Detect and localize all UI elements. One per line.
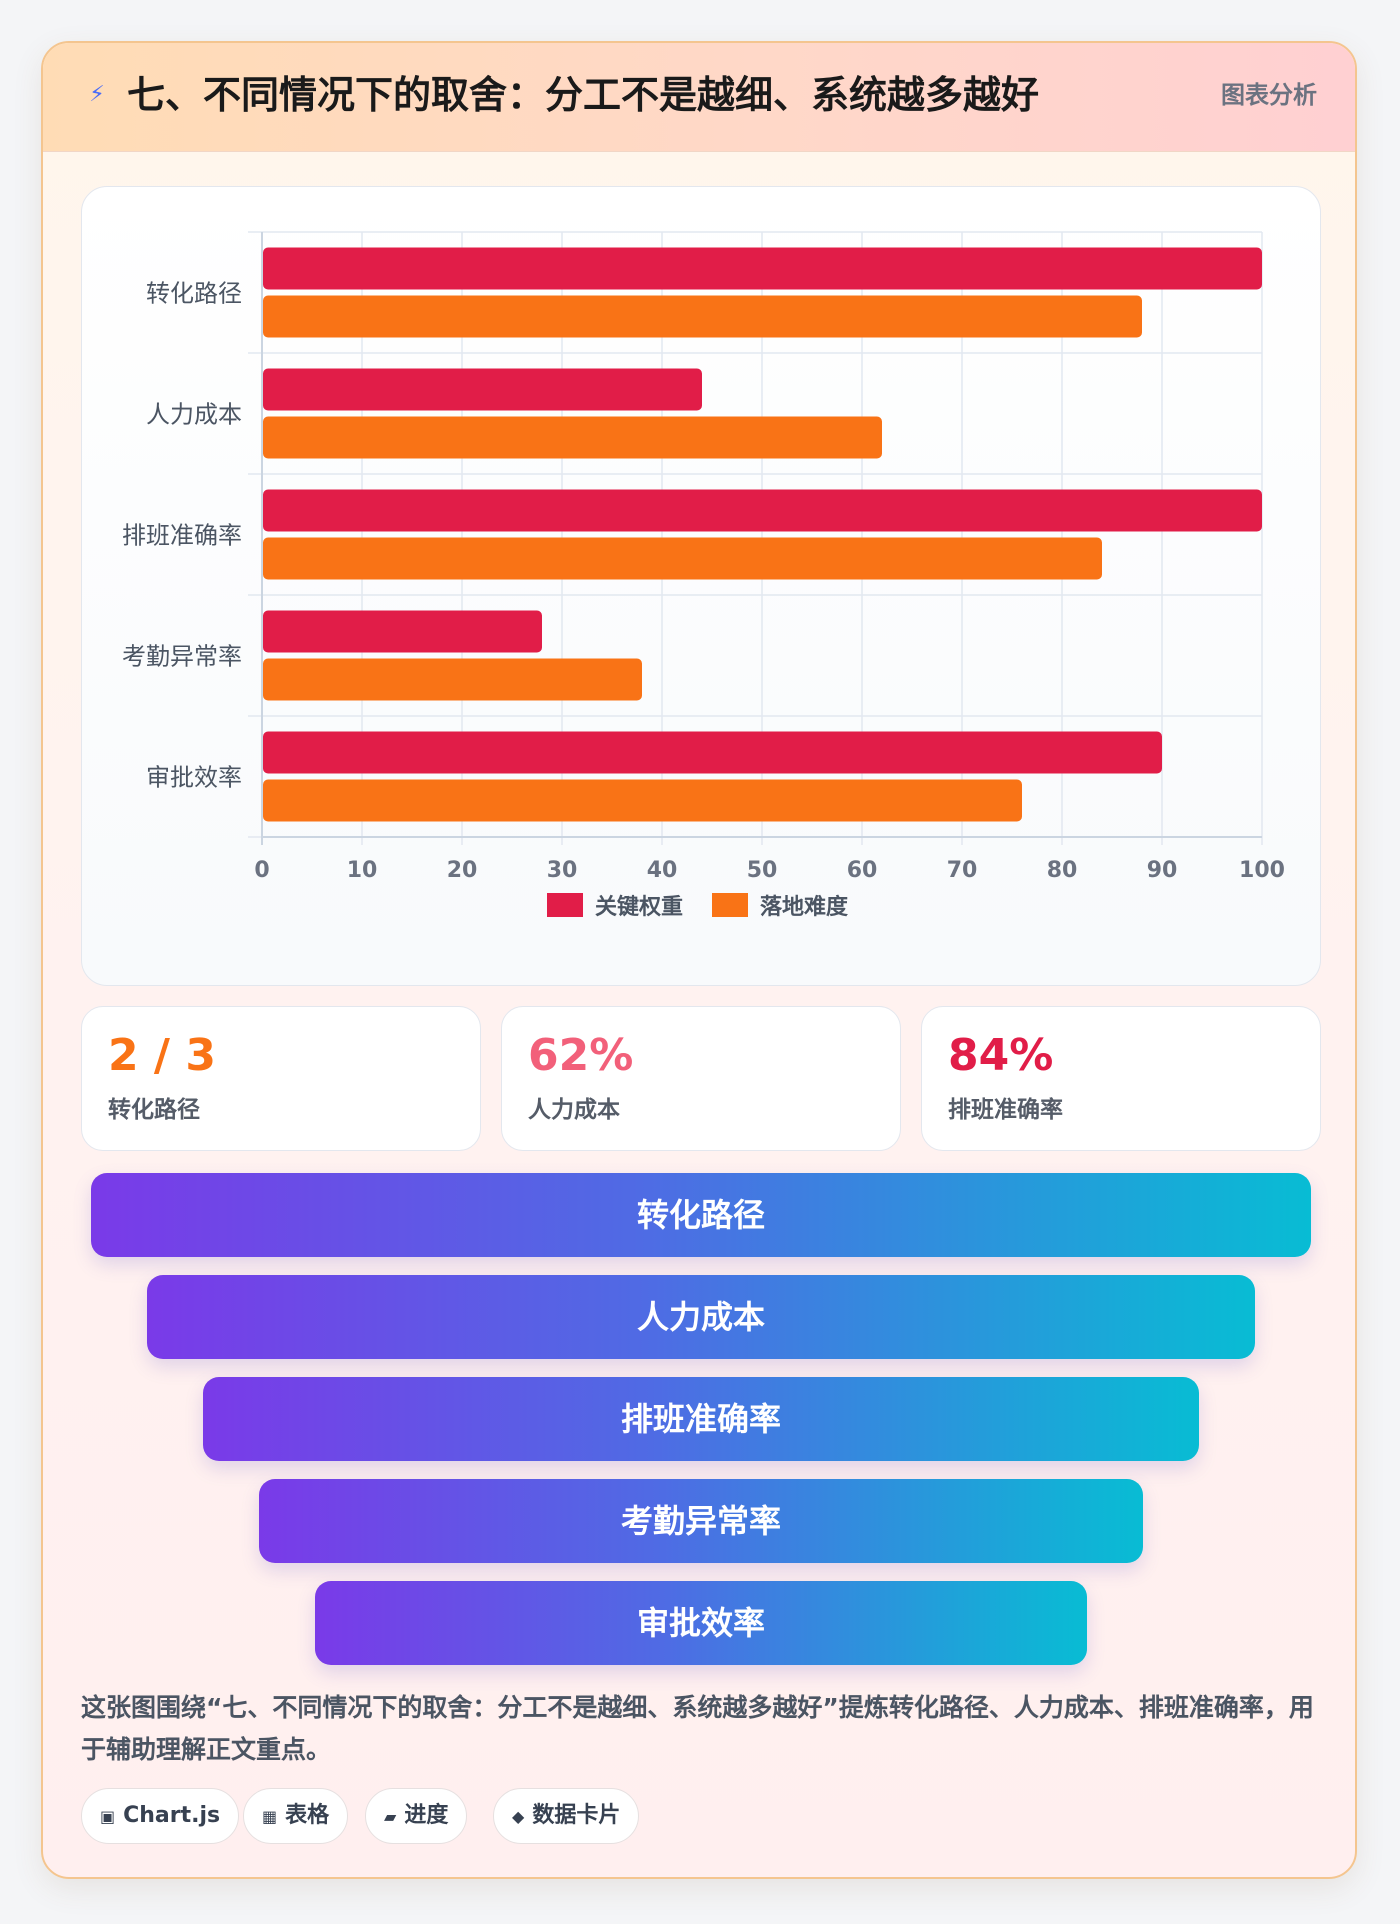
funnel-step-5: 审批效率 bbox=[315, 1581, 1087, 1665]
y-tick-label: 考勤异常率 bbox=[122, 643, 242, 671]
stat-value: 62% bbox=[528, 1030, 634, 1081]
y-tick-label: 转化路径 bbox=[146, 280, 242, 308]
bar-difficulty bbox=[263, 658, 642, 701]
chip-table[interactable]: ▦ 表格 bbox=[243, 1788, 349, 1844]
chip-label: 数据卡片 bbox=[532, 1803, 621, 1828]
x-tick-label: 80 bbox=[1047, 858, 1078, 883]
card-header: ⚡ 七、不同情况下的取舍：分工不是越细、系统越多越好 图表分析 bbox=[43, 43, 1355, 152]
stat-label: 转化路径 bbox=[108, 1097, 200, 1123]
legend-swatch bbox=[712, 893, 748, 917]
stat-card-3: 84% 排班准确率 bbox=[921, 1006, 1321, 1151]
stat-label: 排班准确率 bbox=[948, 1097, 1063, 1123]
legend-swatch bbox=[547, 893, 583, 917]
bar-difficulty bbox=[263, 779, 1022, 822]
bar-key-weight bbox=[263, 731, 1162, 774]
chip-label: 进度 bbox=[404, 1803, 449, 1828]
x-tick-label: 50 bbox=[747, 858, 778, 883]
x-tick-label: 20 bbox=[447, 858, 478, 883]
bar-key-weight bbox=[263, 489, 1262, 532]
funnel-step-1: 转化路径 bbox=[91, 1173, 1311, 1257]
funnel-step-3: 排班准确率 bbox=[203, 1377, 1199, 1461]
x-tick-label: 90 bbox=[1147, 858, 1178, 883]
stat-card-1: 2 / 3 转化路径 bbox=[81, 1006, 481, 1151]
x-tick-label: 70 bbox=[947, 858, 978, 883]
diamond-icon: ◆ bbox=[512, 1807, 525, 1826]
lightning-icon: ⚡ bbox=[89, 82, 105, 107]
chart-description: 这张图围绕“七、不同情况下的取舍：分工不是越细、系统越多越好”提炼转化路径、人力… bbox=[81, 1693, 1314, 1764]
y-tick-label: 人力成本 bbox=[146, 401, 242, 429]
bar-key-weight bbox=[263, 368, 702, 411]
bar-difficulty bbox=[263, 537, 1102, 580]
chart-icon: ▣ bbox=[100, 1807, 116, 1826]
legend-label: 落地难度 bbox=[760, 894, 849, 920]
chart-analysis-tag: 图表分析 bbox=[1221, 81, 1317, 109]
chip-data-card[interactable]: ◆ 数据卡片 bbox=[493, 1788, 640, 1844]
x-tick-label: 30 bbox=[547, 858, 578, 883]
funnel-step-2: 人力成本 bbox=[147, 1275, 1255, 1359]
bar-difficulty bbox=[263, 295, 1142, 338]
bar-key-weight bbox=[263, 610, 542, 653]
x-tick-label: 60 bbox=[847, 858, 878, 883]
stat-value: 84% bbox=[948, 1030, 1054, 1081]
table-icon: ▦ bbox=[262, 1807, 278, 1826]
stat-value: 2 / 3 bbox=[108, 1030, 216, 1081]
legend-label: 关键权重 bbox=[595, 894, 683, 920]
stat-card-2: 62% 人力成本 bbox=[501, 1006, 901, 1151]
x-tick-label: 100 bbox=[1239, 858, 1285, 883]
y-tick-label: 排班准确率 bbox=[122, 522, 242, 550]
progress-icon: ▰ bbox=[384, 1807, 397, 1826]
chip-chartjs[interactable]: ▣ Chart.js bbox=[81, 1788, 240, 1844]
x-tick-label: 0 bbox=[254, 858, 269, 883]
chip-progress[interactable]: ▰ 进度 bbox=[365, 1788, 468, 1844]
stat-label: 人力成本 bbox=[528, 1097, 620, 1123]
funnel-step-4: 考勤异常率 bbox=[259, 1479, 1143, 1563]
bar-difficulty bbox=[263, 416, 882, 459]
chip-label: 表格 bbox=[285, 1803, 330, 1828]
chip-label: Chart.js bbox=[123, 1803, 221, 1828]
bar-chart-panel: 转化路径人力成本排班准确率考勤异常率审批效率 0 10 20 30 40 50 60 70 80 9… bbox=[81, 186, 1321, 986]
x-tick-label: 10 bbox=[347, 858, 378, 883]
chart-card: ⚡ 七、不同情况下的取舍：分工不是越细、系统越多越好 图表分析 转化路径 人力成本… bbox=[41, 41, 1357, 1879]
x-tick-label: 40 bbox=[647, 858, 678, 883]
card-title: 七、不同情况下的取舍：分工不是越细、系统越多越好 bbox=[127, 73, 1040, 117]
y-tick-label: 审批效率 bbox=[146, 764, 242, 792]
bar-key-weight bbox=[263, 247, 1262, 290]
